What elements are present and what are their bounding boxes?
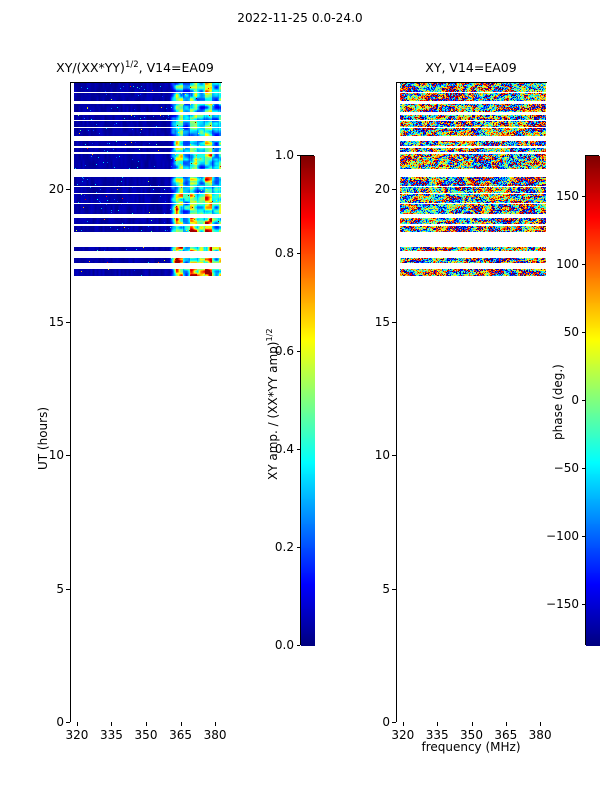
colorbar-tick-mark [582, 604, 585, 606]
x-tick-label: 335 [100, 728, 123, 742]
y-tick-mark [66, 588, 70, 590]
amplitude-colorbar[interactable] [300, 155, 315, 646]
x-tick-label: 335 [425, 728, 449, 742]
colorbar-tick-label: −50 [553, 461, 579, 476]
amplitude-colorbar-label-sup: 1/2 [264, 328, 274, 342]
y-tick-mark [392, 322, 396, 323]
y-tick-label: 15 [374, 315, 390, 329]
y-tick-label: 5 [382, 581, 390, 596]
colorbar-tick-label: 0.0 [274, 638, 294, 652]
colorbar-tick-label: −150 [546, 597, 579, 612]
y-tick-mark [392, 188, 396, 190]
colorbar-tick-mark [297, 547, 300, 548]
x-tick-mark [111, 722, 113, 726]
amplitude-colorbar-label: XY amp. / (XX*YY amp)1/2 [264, 328, 280, 480]
colorbar-tick-mark [582, 331, 585, 333]
x-tick-mark [471, 722, 473, 726]
amplitude-panel-title-sup: 1/2 [124, 59, 139, 70]
x-tick-label: 365 [494, 728, 518, 742]
amplitude-panel-title: XY/(XX*YY)1/2, V14=EA09 [40, 60, 230, 75]
y-tick-mark [392, 455, 396, 457]
y-tick-label: 0 [56, 715, 64, 729]
shared-x-axis-label: frequency (MHz) [421, 740, 521, 754]
x-tick-mark [180, 722, 182, 726]
y-tick-mark [392, 588, 396, 590]
colorbar-tick-label: 1.0 [274, 148, 294, 162]
y-tick-label: 20 [374, 181, 390, 196]
amplitude-y-axis-label: UT (hours) [36, 406, 50, 470]
colorbar-tick-mark [582, 195, 585, 197]
x-tick-label: 320 [391, 728, 415, 742]
amplitude-panel-title-pre: XY/(XX*YY) [56, 60, 125, 75]
x-tick-mark [505, 722, 507, 726]
y-tick-mark [392, 722, 396, 723]
colorbar-tick-label: 100 [556, 256, 579, 271]
colorbar-tick-label: 0.8 [274, 246, 294, 260]
phase-plot-area[interactable] [396, 82, 548, 723]
y-tick-mark [66, 455, 70, 457]
amplitude-panel-title-post: , V14=EA09 [138, 60, 214, 75]
colorbar-tick-mark [297, 351, 300, 352]
colorbar-tick-mark [582, 263, 585, 265]
colorbar-tick-label: −100 [546, 529, 579, 544]
x-tick-label: 320 [65, 728, 89, 742]
colorbar-tick-label: 50 [563, 324, 579, 339]
x-tick-mark [76, 722, 78, 726]
colorbar-tick-mark [297, 449, 300, 450]
x-tick-label: 350 [460, 728, 483, 742]
colorbar-tick-label: 0.4 [274, 442, 294, 456]
amplitude-plot-area[interactable] [70, 82, 223, 723]
x-tick-mark [146, 722, 147, 726]
x-tick-mark [215, 722, 217, 726]
y-tick-label: 10 [374, 448, 390, 463]
y-tick-label: 10 [48, 448, 64, 463]
y-tick-mark [66, 322, 70, 323]
amplitude-colorbar-gradient [301, 156, 315, 646]
colorbar-tick-label: 0.6 [274, 344, 294, 358]
x-tick-label: 350 [134, 728, 158, 742]
colorbar-tick-mark [582, 536, 585, 538]
phase-colorbar-label: phase (deg.) [551, 364, 565, 440]
x-tick-mark [540, 722, 542, 726]
colorbar-tick-mark [297, 645, 300, 646]
y-tick-mark [66, 722, 70, 723]
colorbar-tick-label: 0 [571, 393, 579, 407]
x-tick-mark [437, 722, 439, 726]
y-tick-label: 5 [56, 581, 64, 596]
x-tick-label: 365 [169, 728, 192, 742]
y-tick-mark [66, 188, 70, 190]
colorbar-tick-mark [297, 253, 300, 254]
colorbar-tick-label: 0.2 [274, 540, 294, 554]
amplitude-colorbar-label-pre: XY amp. / (XX*YY amp) [266, 341, 280, 480]
amplitude-heatmap [71, 83, 223, 723]
x-tick-label: 380 [528, 728, 552, 742]
figure-suptitle: 2022-11-25 0.0-24.0 [237, 11, 363, 25]
y-tick-label: 20 [48, 181, 64, 196]
y-tick-label: 0 [382, 715, 390, 729]
phase-heatmap [397, 83, 548, 723]
colorbar-tick-mark [582, 400, 585, 401]
colorbar-tick-label: 150 [556, 188, 579, 203]
colorbar-tick-mark [297, 155, 300, 156]
phase-colorbar[interactable] [585, 155, 600, 646]
phase-colorbar-gradient [586, 156, 600, 646]
x-tick-label: 380 [203, 728, 227, 742]
phase-panel-title: XY, V14=EA09 [425, 60, 517, 75]
colorbar-tick-mark [582, 468, 585, 470]
y-tick-label: 15 [48, 315, 64, 329]
x-tick-mark [402, 722, 404, 726]
